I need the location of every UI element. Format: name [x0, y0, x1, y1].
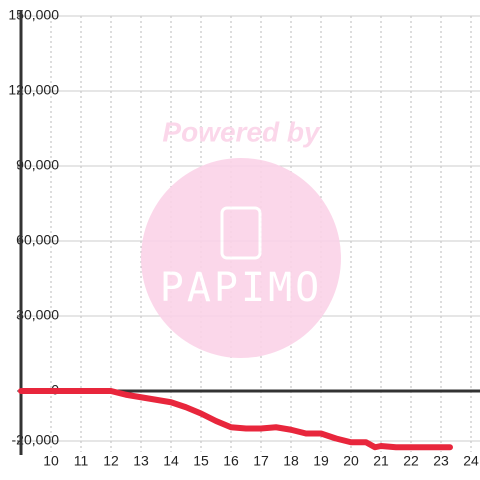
series-line: [18, 388, 453, 451]
x-tick-label: 19: [313, 453, 329, 469]
x-tick-label: 20: [343, 453, 359, 469]
x-tick-label: 21: [373, 453, 389, 469]
x-tick-label: 18: [283, 453, 299, 469]
x-tick-label: 16: [223, 453, 239, 469]
x-tick-label: 23: [433, 453, 449, 469]
watermark-logo: PAPIMO: [160, 265, 323, 311]
x-tick-label: 22: [403, 453, 419, 469]
x-tick-label: 13: [133, 453, 149, 469]
x-tick-label: 15: [193, 453, 209, 469]
y-tick-label: 60,000: [16, 232, 59, 248]
x-tick-label: 12: [103, 453, 119, 469]
x-tick-label: 14: [163, 453, 179, 469]
y-tick-label: 150,000: [8, 7, 59, 23]
x-tick-label: 24: [463, 453, 479, 469]
x-tick-label: 17: [253, 453, 269, 469]
watermark-phone: [220, 206, 262, 260]
y-tick-label: 30,000: [16, 307, 59, 323]
x-tick-label: 10: [43, 453, 59, 469]
x-tick-label: 11: [74, 453, 89, 469]
y-tick-label: 120,000: [8, 82, 59, 98]
y-tick-label: 90,000: [16, 157, 59, 173]
watermark: Powered by PAPIMO: [141, 116, 341, 358]
y-tick-label: -20,000: [12, 432, 60, 448]
watermark-text: Powered by: [162, 116, 321, 147]
